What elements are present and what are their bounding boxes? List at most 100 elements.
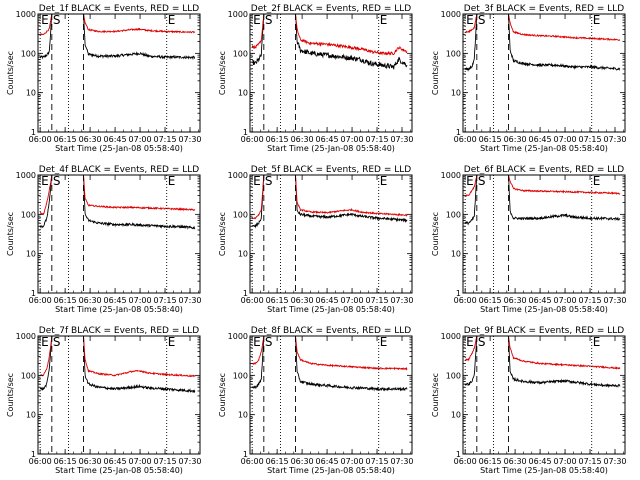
x-axis-label: Start Time (25-Jan-08 05:58:40) (55, 466, 183, 475)
plot-frame (462, 335, 626, 455)
x-tick-label: 06:15 (54, 296, 77, 305)
y-tick-label: 10 (26, 250, 36, 259)
y-tick-label: 1000 (228, 10, 248, 19)
y-tick-label: 100 (446, 371, 461, 380)
lld-series-line (251, 175, 408, 220)
lld-series-line (39, 175, 196, 216)
x-tick-label: 06:45 (316, 457, 339, 466)
y-axis-label: Counts/sec (6, 212, 15, 256)
y-tick-label: 100 (446, 210, 461, 219)
x-axis-label: Start Time (25-Jan-08 05:58:40) (267, 466, 395, 475)
x-tick-label: 06:30 (79, 296, 102, 305)
marker-label: E (380, 174, 388, 188)
y-tick-label: 1000 (441, 10, 461, 19)
y-tick-label: 100 (21, 49, 36, 58)
x-tick-label: 07:15 (579, 296, 602, 305)
panel-title: Det_4f BLACK = Events, RED = LLD (39, 165, 199, 175)
x-tick-label: 06:30 (504, 296, 527, 305)
lld-series-line (251, 14, 408, 56)
y-tick-label: 10 (238, 250, 248, 259)
y-tick-label: 100 (233, 371, 248, 380)
events-series-line (39, 14, 196, 61)
x-tick-label: 07:15 (579, 457, 602, 466)
y-axis-label: Counts/sec (218, 212, 227, 256)
y-tick-label: 1000 (16, 171, 36, 180)
y-tick-label: 100 (446, 49, 461, 58)
x-axis-label: Start Time (25-Jan-08 05:58:40) (480, 305, 608, 314)
x-tick-label: 06:00 (29, 135, 52, 144)
y-axis-label: Counts/sec (431, 373, 440, 417)
x-tick-label: 06:30 (291, 135, 314, 144)
x-tick-label: 06:15 (266, 296, 289, 305)
x-axis-label: Start Time (25-Jan-08 05:58:40) (267, 144, 395, 153)
marker-label: E (380, 335, 388, 349)
x-tick-label: 07:15 (154, 135, 177, 144)
marker-label: E (41, 13, 49, 27)
x-tick-label: 06:45 (104, 135, 127, 144)
marker-label: S (53, 13, 61, 27)
y-tick-label: 1 (243, 128, 248, 137)
x-tick-label: 06:30 (504, 135, 527, 144)
x-tick-label: 06:00 (241, 296, 264, 305)
plot-frame (37, 174, 201, 294)
marker-label: E (593, 335, 601, 349)
x-tick-label: 06:45 (104, 296, 127, 305)
y-tick-label: 1 (31, 128, 36, 137)
y-tick-label: 1 (456, 289, 461, 298)
marker-label: S (478, 174, 486, 188)
x-tick-label: 07:30 (390, 296, 413, 305)
marker-label: E (466, 174, 474, 188)
x-tick-label: 06:00 (454, 135, 477, 144)
y-axis-label: Counts/sec (431, 212, 440, 256)
y-tick-label: 1 (31, 450, 36, 459)
events-series-line (464, 336, 621, 389)
x-tick-label: 07:30 (178, 296, 201, 305)
marker-label: S (265, 335, 273, 349)
y-axis-label: Counts/sec (6, 373, 15, 417)
y-tick-label: 1000 (16, 10, 36, 19)
x-tick-label: 07:15 (366, 135, 389, 144)
y-tick-label: 10 (26, 411, 36, 420)
x-axis-label: Start Time (25-Jan-08 05:58:40) (267, 305, 395, 314)
plot-frame (37, 335, 201, 455)
x-tick-label: 06:15 (54, 135, 77, 144)
y-tick-label: 1 (243, 450, 248, 459)
marker-label: E (466, 13, 474, 27)
events-series-line (464, 175, 621, 226)
x-tick-label: 07:15 (366, 457, 389, 466)
x-tick-label: 06:30 (291, 457, 314, 466)
marker-label: E (593, 174, 601, 188)
x-tick-label: 07:15 (579, 135, 602, 144)
lld-series-line (39, 336, 196, 378)
y-axis-label: Counts/sec (218, 373, 227, 417)
x-tick-label: 07:15 (366, 296, 389, 305)
y-tick-label: 1000 (228, 171, 248, 180)
marker-label: E (168, 335, 176, 349)
x-tick-label: 06:00 (29, 457, 52, 466)
y-axis-label: Counts/sec (6, 51, 15, 95)
x-tick-label: 06:15 (266, 135, 289, 144)
events-series-line (39, 175, 196, 230)
y-tick-label: 100 (233, 49, 248, 58)
marker-label: E (593, 13, 601, 27)
marker-label: S (478, 13, 486, 27)
y-tick-label: 10 (238, 411, 248, 420)
x-tick-label: 06:15 (479, 457, 502, 466)
plot-frame (37, 13, 201, 133)
marker-label: E (253, 174, 261, 188)
x-tick-label: 06:15 (54, 457, 77, 466)
x-axis-label: Start Time (25-Jan-08 05:58:40) (55, 305, 183, 314)
y-axis-label: Counts/sec (218, 51, 227, 95)
x-tick-label: 07:00 (129, 296, 152, 305)
marker-label: E (168, 174, 176, 188)
plot-frame (462, 13, 626, 133)
y-tick-label: 1 (456, 450, 461, 459)
panel-title: Det_5f BLACK = Events, RED = LLD (251, 165, 411, 175)
x-tick-label: 06:45 (316, 296, 339, 305)
